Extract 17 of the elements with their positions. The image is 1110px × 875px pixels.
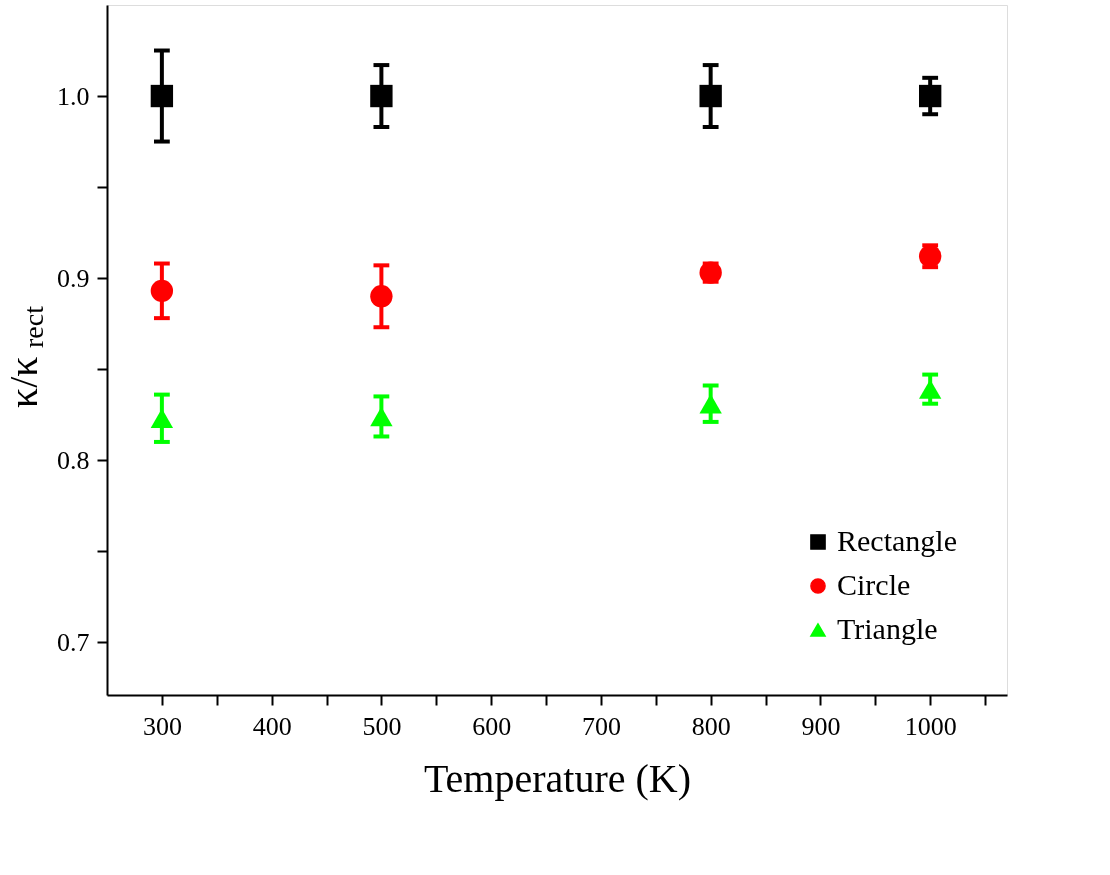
x-axis-title: Temperature (K) [423, 755, 692, 801]
x-tick-label: 800 [691, 711, 731, 741]
x-tick-label: 400 [252, 711, 292, 741]
x-tick-label: 1000 [904, 711, 957, 741]
y-tick-label: 0.7 [57, 627, 90, 657]
legend-label: Triangle [837, 612, 938, 645]
x-tick-label: 900 [801, 711, 841, 741]
y-tick-label: 0.8 [57, 445, 90, 475]
x-tick-label: 700 [581, 711, 621, 741]
x-tick-label: 300 [142, 711, 182, 741]
legend-label: Rectangle [837, 524, 957, 557]
y-axis-title: κ/κrect [1, 305, 49, 408]
y-tick-label: 1.0 [57, 81, 90, 111]
x-tick-label: 600 [472, 711, 512, 741]
y-tick-label: 0.9 [57, 263, 90, 293]
x-tick-label: 500 [362, 711, 402, 741]
legend-label: Circle [837, 568, 911, 601]
